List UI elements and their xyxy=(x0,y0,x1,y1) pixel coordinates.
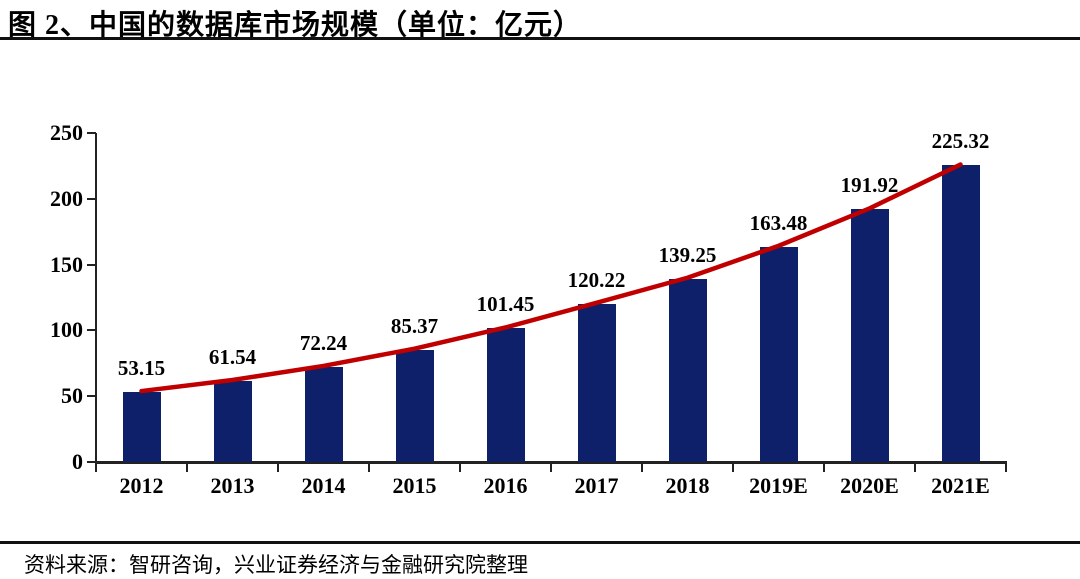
bar-value-label: 85.37 xyxy=(390,313,439,338)
x-axis-tick xyxy=(550,463,552,472)
bar xyxy=(850,209,889,462)
x-axis-tick xyxy=(641,463,643,472)
x-tick-label: 2014 xyxy=(301,473,346,498)
x-tick-label: 2021E xyxy=(931,473,990,498)
x-tick-label: 2016 xyxy=(483,473,528,498)
bar-value-label: 53.15 xyxy=(117,356,166,381)
bar xyxy=(759,246,798,462)
bar xyxy=(213,381,252,462)
bar-value-label: 139.25 xyxy=(658,242,717,267)
footer-divider xyxy=(0,541,1080,544)
bar xyxy=(941,165,980,462)
x-axis xyxy=(95,461,1007,464)
bar-line-chart: 0 50 100 150 200 250 53.15 2012 61.54 2013 72.24 20… xyxy=(50,120,1007,498)
x-axis-tick xyxy=(732,463,734,472)
x-tick-label: 2019E xyxy=(749,473,808,498)
x-tick-label: 2018 xyxy=(665,473,710,498)
bar-value-label: 61.54 xyxy=(208,345,257,369)
figure-title: 图 2、中国的数据库市场规模（单位：亿元） xyxy=(8,10,583,41)
x-axis-tick xyxy=(459,463,461,472)
bar xyxy=(668,278,707,462)
y-axis-tick xyxy=(87,197,96,200)
x-axis-tick xyxy=(823,463,825,472)
bar-value-label: 163.48 xyxy=(749,210,808,235)
y-tick-label: 200 xyxy=(50,185,83,211)
bar-value-label: 101.45 xyxy=(476,292,535,317)
x-tick-label: 2017 xyxy=(574,473,619,498)
x-axis-tick xyxy=(914,463,916,472)
bar xyxy=(122,392,161,462)
y-axis-tick xyxy=(87,263,96,266)
x-tick-label: 2020E xyxy=(840,473,899,498)
x-axis-tick xyxy=(186,463,188,472)
bar-value-label: 72.24 xyxy=(299,330,348,355)
y-tick-label: 150 xyxy=(50,251,83,277)
x-tick-label: 2012 xyxy=(119,473,164,498)
x-axis-tick xyxy=(277,463,279,472)
y-axis xyxy=(95,133,97,464)
bar-value-label: 225.32 xyxy=(931,129,990,154)
x-tick-label: 2015 xyxy=(392,473,437,498)
x-axis-tick xyxy=(95,463,97,472)
y-axis-tick xyxy=(87,395,96,398)
y-tick-label: 100 xyxy=(50,317,83,343)
y-axis-tick xyxy=(87,329,96,332)
y-axis-tick xyxy=(87,132,96,134)
bar xyxy=(395,349,434,462)
y-tick-label: 50 xyxy=(61,383,83,409)
bar xyxy=(486,328,525,462)
title-divider xyxy=(0,37,1080,40)
y-tick-label: 0 xyxy=(72,449,83,474)
trend-line-layer xyxy=(139,162,963,394)
y-axis-tick xyxy=(87,461,96,463)
bar-value-label: 120.22 xyxy=(567,267,626,292)
bar xyxy=(577,303,616,462)
bar xyxy=(304,366,343,462)
trend-line xyxy=(139,162,963,394)
bar-value-label: 191.92 xyxy=(840,173,899,198)
y-tick-label: 250 xyxy=(50,120,83,145)
x-axis-tick xyxy=(368,463,370,472)
source-note: 资料来源：智研咨询，兴业证券经济与金融研究院整理 xyxy=(24,553,528,577)
x-axis-tick xyxy=(1005,463,1007,472)
x-tick-label: 2013 xyxy=(210,473,255,498)
